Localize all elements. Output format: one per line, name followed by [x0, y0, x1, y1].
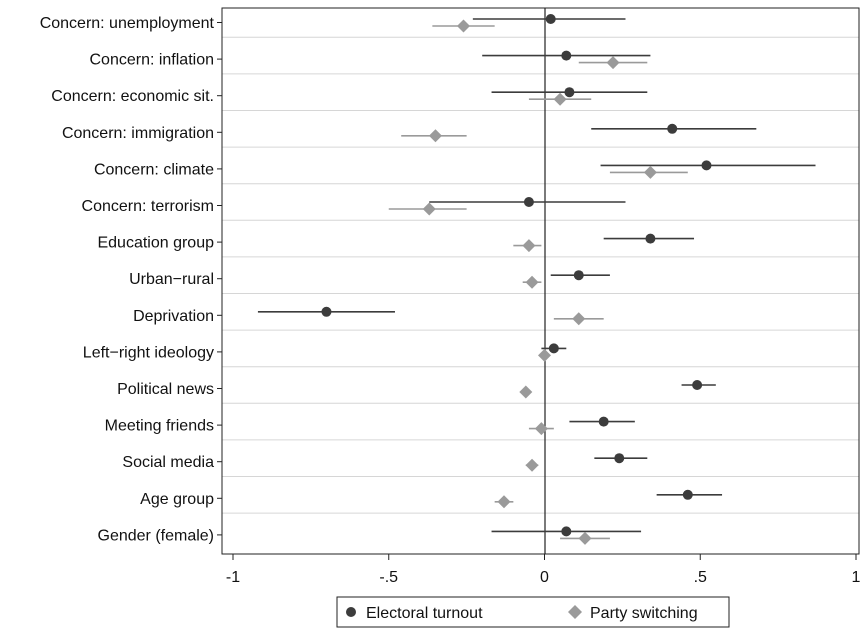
point-party-switching-gender-female — [578, 531, 592, 545]
point-electoral-turnout-concern-terrorism — [523, 197, 534, 207]
point-party-switching-political-news — [519, 385, 533, 399]
grid-lines — [222, 36, 859, 514]
category-label-left-right-ideology: Left−right ideology — [83, 344, 214, 361]
legend: Electoral turnout Party switching — [336, 596, 730, 628]
category-label-concern-climate: Concern: climate — [94, 161, 214, 178]
point-electoral-turnout-concern-inflation — [561, 50, 572, 61]
point-party-switching-concern-unemployment — [457, 19, 471, 33]
series-electoral-turnout — [257, 14, 816, 537]
category-label-social-media: Social media — [122, 454, 214, 471]
point-party-switching-left-right-ideology — [538, 348, 551, 362]
legend-box — [336, 596, 730, 628]
point-electoral-turnout-concern-immigration — [667, 123, 678, 134]
point-electoral-turnout-social-media — [614, 453, 625, 464]
category-label-meeting-friends: Meeting friends — [105, 418, 214, 435]
category-label-concern-unemployment: Concern: unemployment — [40, 15, 215, 32]
point-electoral-turnout-concern-unemployment — [545, 14, 556, 24]
legend-label-electoral-turnout: Electoral turnout — [366, 605, 483, 622]
point-electoral-turnout-urban-rural — [573, 270, 584, 281]
point-party-switching-concern-economic-sit — [553, 92, 567, 106]
legend-label-party-switching: Party switching — [590, 605, 698, 622]
category-ticks — [217, 22, 222, 536]
point-party-switching-concern-climate — [643, 165, 657, 179]
point-party-switching-meeting-friends — [534, 422, 548, 436]
category-label-age-group: Age group — [140, 491, 214, 508]
x-tick-label: -1 — [226, 569, 240, 586]
category-label-concern-immigration: Concern: immigration — [62, 125, 214, 142]
point-electoral-turnout-deprivation — [321, 306, 332, 317]
point-party-switching-concern-terrorism — [422, 202, 436, 216]
data-series — [257, 14, 816, 545]
point-electoral-turnout-concern-economic-sit — [564, 87, 575, 98]
category-label-political-news: Political news — [117, 381, 214, 398]
point-electoral-turnout-education-group — [645, 233, 656, 244]
category-label-concern-terrorism: Concern: terrorism — [82, 198, 214, 215]
x-axis-ticks: -1 -.5 0 .5 1 — [226, 554, 861, 586]
point-party-switching-concern-inflation — [606, 56, 620, 70]
category-label-urban-rural: Urban−rural — [129, 271, 214, 288]
category-label-deprivation: Deprivation — [133, 308, 214, 325]
point-party-switching-concern-immigration — [428, 129, 442, 143]
x-tick-label: 0 — [540, 569, 549, 586]
category-labels: Concern: unemployment Concern: inflation C… — [40, 15, 215, 544]
point-electoral-turnout-age-group — [682, 489, 693, 500]
point-party-switching-urban-rural — [525, 275, 539, 289]
point-electoral-turnout-gender-female — [561, 526, 572, 537]
category-label-gender-female: Gender (female) — [98, 527, 215, 544]
category-label-concern-economic-sit: Concern: economic sit. — [51, 88, 214, 105]
plot-frame — [221, 7, 860, 555]
point-electoral-turnout-left-right-ideology — [548, 343, 559, 354]
x-tick-label: -.5 — [379, 569, 398, 586]
point-electoral-turnout-political-news — [692, 380, 703, 390]
point-party-switching-social-media — [525, 458, 539, 472]
category-label-concern-inflation: Concern: inflation — [89, 52, 214, 69]
point-party-switching-education-group — [522, 239, 536, 253]
legend-marker-party-switching — [568, 605, 582, 619]
point-electoral-turnout-concern-climate — [701, 160, 712, 171]
point-party-switching-age-group — [497, 495, 511, 509]
legend-marker-electoral-turnout — [346, 607, 356, 617]
x-tick-label: 1 — [852, 569, 861, 586]
category-label-education-group: Education group — [97, 235, 214, 252]
point-party-switching-deprivation — [572, 312, 586, 326]
x-tick-label: .5 — [694, 569, 707, 586]
point-electoral-turnout-meeting-friends — [598, 416, 609, 427]
series-party-switching — [388, 19, 688, 545]
